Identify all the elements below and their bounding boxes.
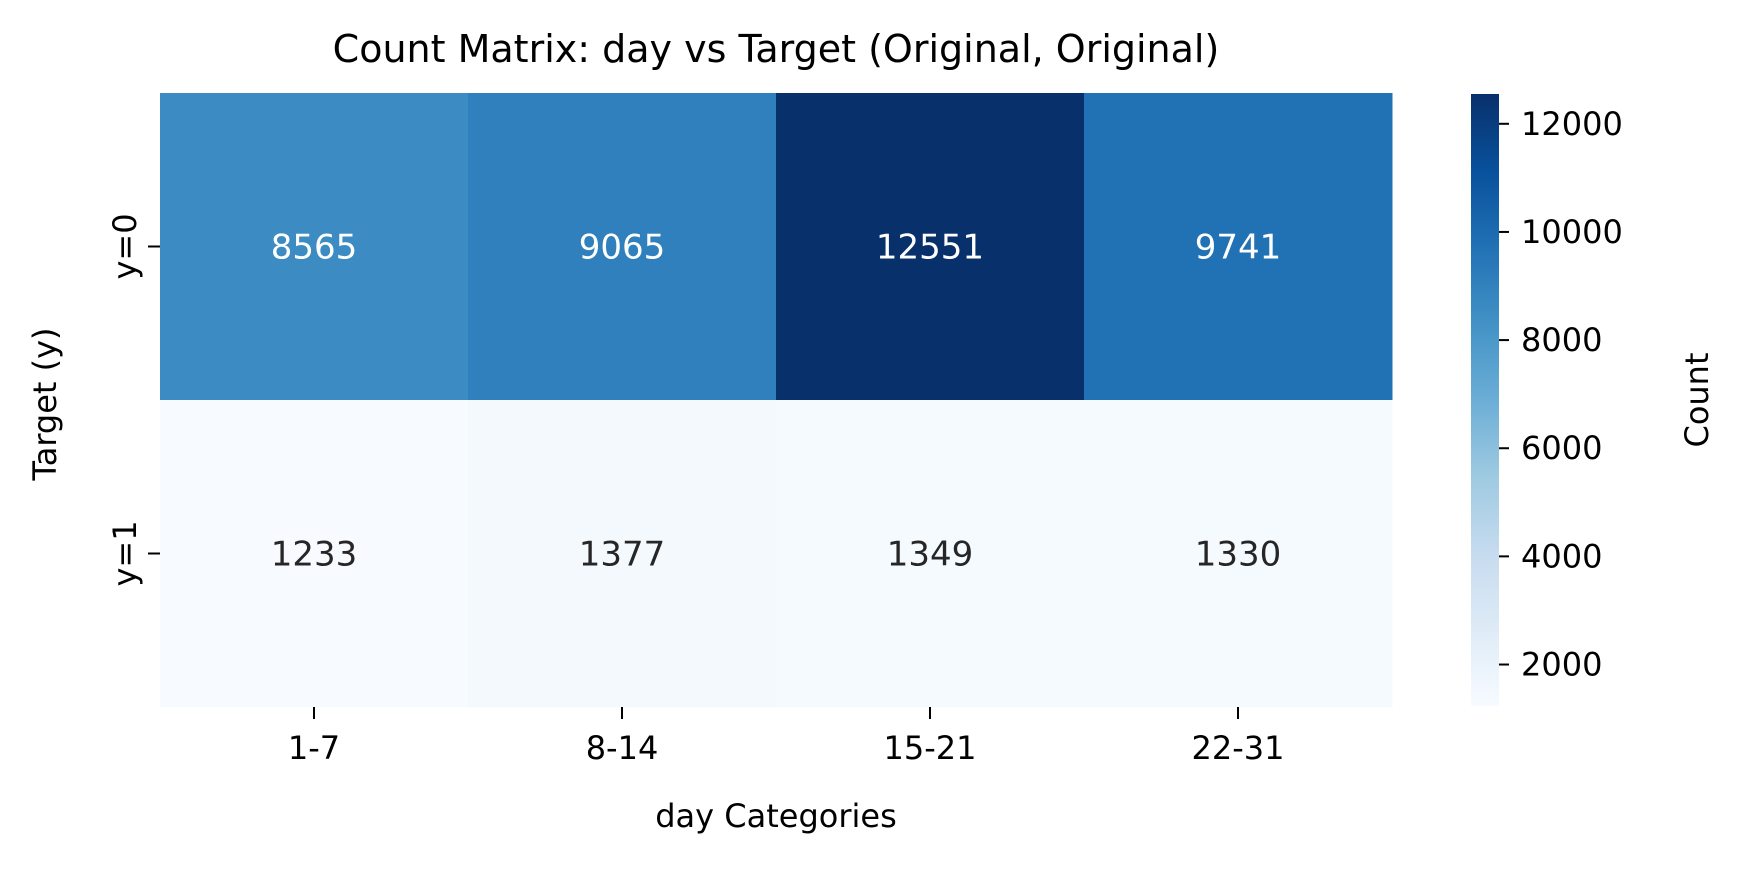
heatmap-cell-r1-c0 (160, 400, 469, 708)
chart-title: Count Matrix: day vs Target (Original, O… (333, 27, 1220, 71)
colorbar-tick-label: 12000 (1521, 105, 1623, 143)
x-axis: 1-7 8-14 15-21 22-31 (288, 707, 1285, 767)
cell-value-r1-c2: 1349 (887, 535, 974, 575)
x-tick-label: 1-7 (288, 729, 340, 767)
colorbar-tick-label: 6000 (1521, 429, 1602, 467)
heatmap-cell-r0-c3 (1084, 93, 1393, 401)
colorbar-tick-label: 10000 (1521, 213, 1623, 251)
y-axis: y=0 y=1 (106, 213, 160, 587)
x-axis-label: day Categories (655, 797, 897, 835)
cell-value-r0-c1: 9065 (579, 228, 666, 268)
heatmap-cell-r0-c0 (160, 93, 469, 401)
heatmap-cell-r1-c2 (776, 400, 1085, 708)
y-axis-label: Target (y) (26, 327, 64, 481)
cell-value-r0-c2: 12551 (876, 228, 984, 268)
heatmap-cell-r0-c1 (468, 93, 777, 401)
colorbar-tick-label: 4000 (1521, 537, 1602, 575)
colorbar: 2000 4000 6000 8000 10000 12000 Count (1471, 94, 1716, 706)
colorbar-tick-label: 2000 (1521, 646, 1602, 684)
y-tick-label: y=0 (106, 213, 144, 279)
cell-value-r1-c3: 1330 (1195, 535, 1282, 575)
x-tick-label: 15-21 (884, 729, 977, 767)
colorbar-tick-label: 8000 (1521, 321, 1602, 359)
y-tick-label: y=1 (106, 520, 144, 586)
heatmap-cells (160, 93, 1393, 708)
x-tick-label: 22-31 (1192, 729, 1285, 767)
x-tick-label: 8-14 (586, 729, 659, 767)
colorbar-gradient (1471, 94, 1499, 706)
colorbar-ticks: 2000 4000 6000 8000 10000 12000 (1499, 105, 1623, 684)
heatmap-cell-r0-c2 (776, 93, 1085, 401)
cell-value-r1-c1: 1377 (579, 535, 666, 575)
cell-value-r0-c0: 8565 (271, 228, 358, 268)
heatmap-cell-labels: 8565 9065 12551 9741 1233 1377 1349 1330 (271, 228, 1282, 575)
cell-value-r0-c3: 9741 (1195, 228, 1282, 268)
heatmap-cell-r1-c1 (468, 400, 777, 708)
cell-value-r1-c0: 1233 (271, 535, 358, 575)
heatmap-cell-r1-c3 (1084, 400, 1393, 708)
colorbar-label: Count (1678, 352, 1716, 447)
